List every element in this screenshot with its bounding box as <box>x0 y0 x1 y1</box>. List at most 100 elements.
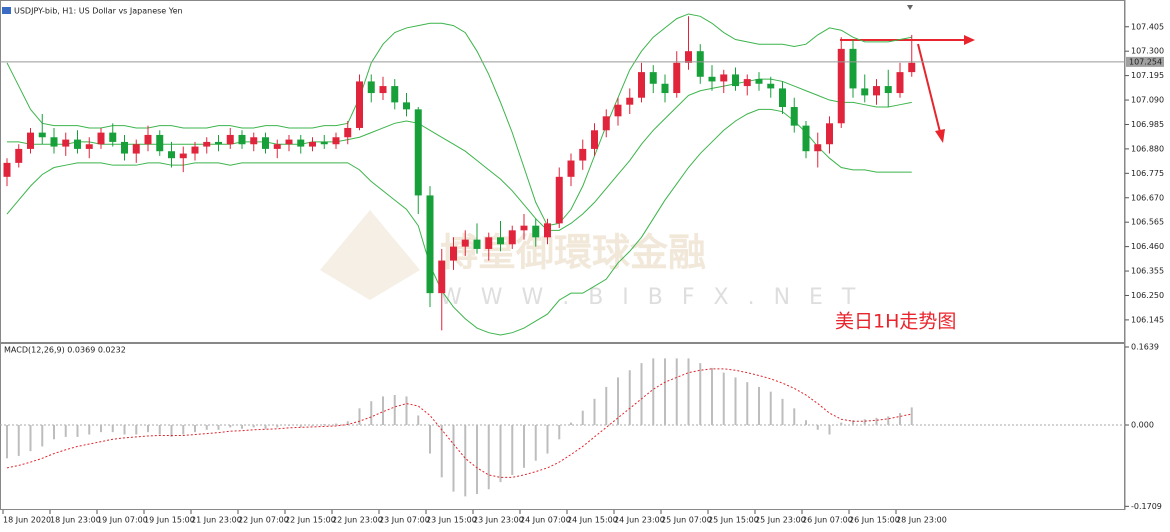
histogram-bar <box>370 401 373 426</box>
watermark-url: W W W . B I B F X . N E T <box>440 285 861 310</box>
histogram-bar <box>581 410 584 426</box>
candle-body <box>144 134 152 145</box>
histogram-bar <box>382 396 384 426</box>
histogram-bar <box>887 416 890 426</box>
candle-body <box>85 144 93 149</box>
candle-body <box>426 195 434 294</box>
histogram-bar <box>910 407 913 426</box>
candle-body <box>567 160 575 177</box>
candle-body <box>262 137 269 149</box>
candle-body <box>849 48 857 89</box>
histogram-bar <box>687 358 690 426</box>
histogram-bar <box>769 391 772 426</box>
histogram-bar <box>746 382 749 426</box>
histogram-bar <box>323 424 326 426</box>
histogram-bar <box>511 425 514 475</box>
chart-title: USDJPY-bib, H1: US Dollar vs Japanese Ye… <box>14 7 183 16</box>
x-tick-label: 22 Jun 07:00 <box>238 516 289 525</box>
candle-body <box>50 137 58 147</box>
candle-body <box>861 88 869 96</box>
arrow-head <box>935 129 945 143</box>
histogram-bar <box>147 425 149 433</box>
histogram-bar <box>840 422 843 426</box>
candle-body <box>755 79 763 84</box>
candle-body <box>602 116 610 131</box>
x-tick-label: 24 Jun 23:00 <box>614 516 665 525</box>
candle-body <box>814 144 822 152</box>
bar-marker <box>907 5 913 10</box>
candle-body <box>309 141 316 147</box>
histogram-bar <box>276 425 279 428</box>
candle-body <box>438 260 446 294</box>
candle-body <box>379 86 387 94</box>
histogram-bar <box>194 425 196 433</box>
y-tick-label: 106.985 <box>1131 120 1164 129</box>
candle-body <box>720 74 728 82</box>
histogram-bar <box>393 395 396 426</box>
histogram-bar <box>440 425 443 478</box>
histogram-bar <box>852 420 854 426</box>
histogram-bar <box>805 420 807 426</box>
candle-body <box>168 151 175 159</box>
histogram-bar <box>88 425 91 435</box>
candle-body <box>779 88 786 108</box>
candle-body <box>485 237 493 249</box>
bollinger-band <box>6 13 912 227</box>
candle-body <box>297 139 305 147</box>
y-tick-label: 106.775 <box>1131 169 1164 178</box>
histogram-bar <box>170 425 173 437</box>
candle-body <box>250 137 258 145</box>
candle-body <box>121 141 128 154</box>
candle-body <box>461 239 469 247</box>
candle-body <box>908 62 916 73</box>
candle-body <box>555 176 563 224</box>
y-tick-label: 107.405 <box>1131 22 1164 31</box>
x-tick-label: 23 Jun 23:00 <box>473 516 524 525</box>
candle-body <box>508 230 516 245</box>
candle-body <box>226 134 234 145</box>
histogram-bar <box>17 425 20 456</box>
x-tick-label: 18 Jun 2020 <box>3 516 51 525</box>
histogram-bar <box>252 425 255 428</box>
candle-body <box>732 74 739 87</box>
candle-body <box>3 162 11 177</box>
x-tick-label: 19 Jun 15:00 <box>144 516 195 525</box>
histogram-bar <box>617 377 619 426</box>
candle-body <box>743 79 751 87</box>
histogram-bar <box>816 425 819 430</box>
histogram-bar <box>464 425 467 497</box>
histogram-bar <box>41 425 44 447</box>
histogram-bar <box>640 363 643 426</box>
x-tick-label: 22 Jun 23:00 <box>332 516 383 525</box>
candle-body <box>532 225 540 238</box>
histogram-bar <box>335 423 337 426</box>
histogram-bar <box>793 408 796 426</box>
histogram-bar <box>182 425 185 435</box>
candle-body <box>708 76 716 82</box>
x-tick-label: 28 Jun 23:00 <box>896 516 947 525</box>
signal-line <box>6 368 912 478</box>
histogram-bar <box>53 425 55 440</box>
y-tick-label: 106.880 <box>1131 144 1164 153</box>
watermark-logo <box>320 210 420 300</box>
y-tick-label: 106.250 <box>1131 291 1164 300</box>
candle-body <box>673 62 681 94</box>
histogram-bar <box>429 425 431 454</box>
candle-body <box>356 81 363 128</box>
histogram-bar <box>64 425 67 437</box>
candle-body <box>191 146 199 154</box>
histogram-bar <box>135 425 138 435</box>
candle-body <box>27 132 34 149</box>
main-panel <box>0 0 1125 343</box>
candle-body <box>626 97 634 105</box>
histogram-bar <box>76 425 79 437</box>
x-tick-label: 23 Jun 07:00 <box>379 516 430 525</box>
arrow-head <box>964 35 975 45</box>
x-tick-label: 26 Jun 15:00 <box>849 516 900 525</box>
histogram-bar <box>534 425 537 461</box>
histogram-bar <box>605 386 608 426</box>
histogram-bar <box>123 425 126 435</box>
candle-body <box>97 132 105 145</box>
candle-body <box>179 153 187 159</box>
candle-body <box>367 81 375 94</box>
